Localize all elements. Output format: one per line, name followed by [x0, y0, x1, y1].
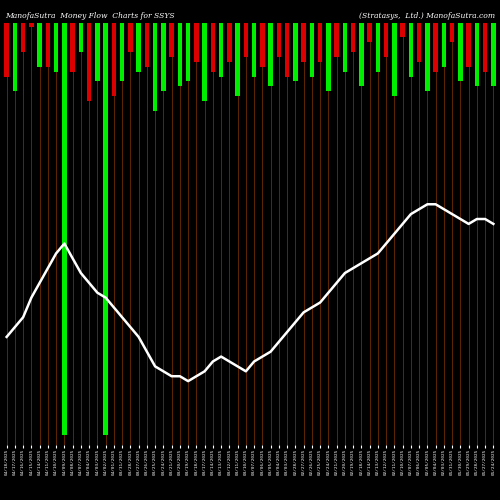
Bar	[210, 22, 215, 72]
Bar	[417, 22, 422, 62]
Bar	[12, 22, 17, 92]
Bar	[4, 22, 9, 76]
Bar	[326, 22, 330, 92]
Bar	[260, 22, 264, 66]
Bar	[434, 22, 438, 72]
Text: (Stratasys,  Ltd.) ManofaSutra.com: (Stratasys, Ltd.) ManofaSutra.com	[359, 12, 495, 20]
Bar	[376, 22, 380, 72]
Bar	[38, 22, 42, 66]
Bar	[310, 22, 314, 76]
Bar	[54, 22, 58, 72]
Bar	[227, 22, 232, 62]
Bar	[359, 22, 364, 86]
Bar	[458, 22, 462, 82]
Bar	[21, 22, 25, 52]
Bar	[368, 22, 372, 42]
Bar	[178, 22, 182, 86]
Bar	[87, 22, 92, 101]
Bar	[318, 22, 322, 62]
Bar	[466, 22, 471, 66]
Bar	[136, 22, 141, 72]
Bar	[408, 22, 413, 76]
Bar	[392, 22, 396, 96]
Bar	[244, 22, 248, 57]
Bar	[425, 22, 430, 92]
Bar	[144, 22, 149, 66]
Bar	[70, 22, 75, 72]
Bar	[302, 22, 306, 62]
Bar	[342, 22, 347, 72]
Bar	[153, 22, 158, 111]
Text: ManofaSutra  Money Flow  Charts for SSYS: ManofaSutra Money Flow Charts for SSYS	[5, 12, 174, 20]
Bar	[483, 22, 488, 72]
Bar	[285, 22, 290, 76]
Bar	[442, 22, 446, 66]
Bar	[95, 22, 100, 82]
Bar	[276, 22, 281, 57]
Bar	[78, 22, 83, 52]
Bar	[194, 22, 198, 62]
Bar	[161, 22, 166, 92]
Bar	[62, 12, 66, 435]
Bar	[46, 22, 50, 66]
Bar	[384, 22, 388, 57]
Bar	[202, 22, 207, 101]
Bar	[293, 22, 298, 82]
Bar	[334, 22, 339, 57]
Bar	[29, 22, 34, 28]
Bar	[112, 22, 116, 96]
Bar	[252, 22, 256, 76]
Bar	[236, 22, 240, 96]
Bar	[491, 22, 496, 86]
Bar	[351, 22, 356, 52]
Bar	[450, 22, 454, 42]
Bar	[104, 12, 108, 435]
Bar	[400, 22, 405, 37]
Bar	[219, 22, 224, 76]
Bar	[186, 22, 190, 82]
Bar	[474, 22, 479, 86]
Bar	[170, 22, 174, 57]
Bar	[268, 22, 273, 86]
Bar	[128, 22, 132, 52]
Bar	[120, 22, 124, 82]
